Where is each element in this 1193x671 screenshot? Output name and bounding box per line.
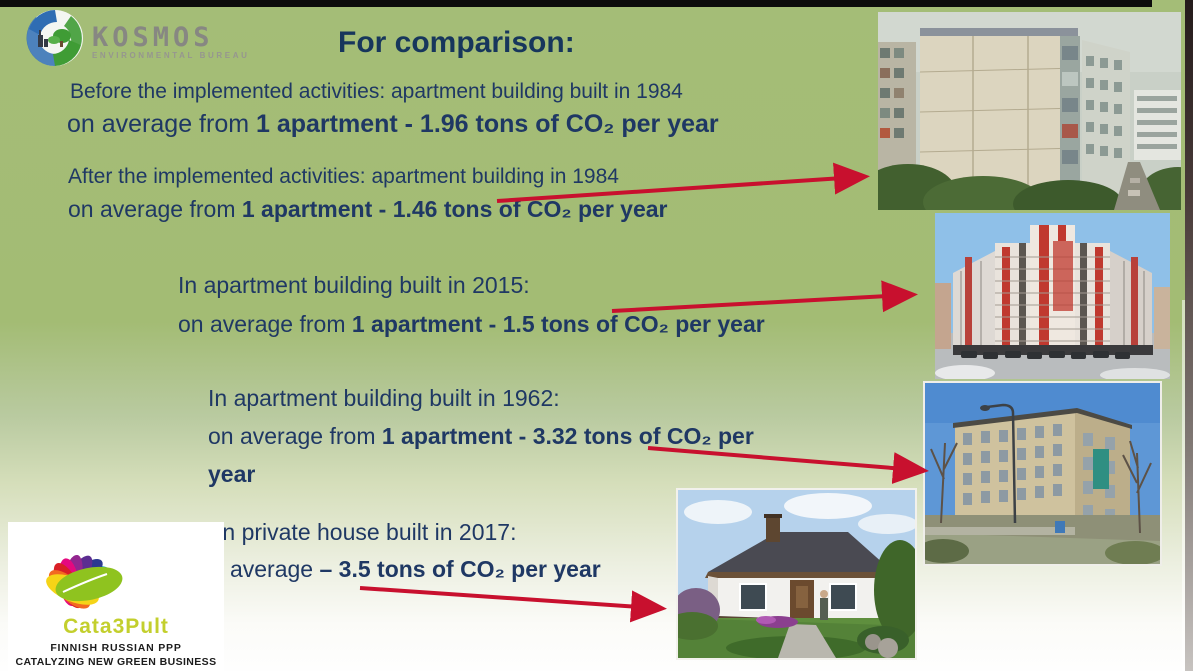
cata3pult-logo-name: Cata3Pult (63, 615, 169, 638)
kosmos-logo: KOSMOS ENVIRONMENTAL BUREAU (26, 9, 249, 72)
building-2015-prefix: on average from (178, 311, 352, 337)
building-1962-description: In apartment building built in 1962: (208, 385, 560, 411)
photo-building-1962 (925, 383, 1160, 564)
building-2015-value-line: on average from 1 apartment - 1.5 tons o… (178, 311, 765, 338)
after-1984-description: After the implemented activities: apartm… (68, 165, 619, 188)
arrow-to-private-house-photo (359, 586, 667, 623)
kosmos-logo-icon (26, 9, 84, 72)
cata3pult-logo-line2: CATALYZING NEW GREEN BUSINESS (15, 656, 217, 668)
building-1962-prefix: on average from (208, 423, 382, 449)
photo-building-1984 (878, 12, 1181, 210)
building-2015-description: In apartment building built in 2015: (178, 272, 530, 298)
private-house-value-line: on average – 3.5 tons of CO₂ per year (198, 556, 601, 583)
after-1984-value-line: on average from 1 apartment - 1.46 tons … (68, 196, 668, 223)
after-1984-co2-value: 1 apartment - 1.46 tons of CO₂ per year (241, 196, 668, 222)
text-block-2015: In apartment building built in 2015: on … (178, 272, 765, 338)
building-2015-co2-value: 1 apartment - 1.5 tons of CO₂ per year (351, 311, 765, 337)
cata3pult-logo-icon (41, 522, 191, 619)
private-house-co2-value: – 3.5 tons of CO₂ per year (319, 556, 601, 582)
top-black-bar (0, 0, 1152, 7)
cata3pult-logo-line1: FINNISH RUSSIAN PPP (50, 642, 182, 654)
building-1962-co2-value: 1 apartment - 3.32 tons of CO₂ per (381, 423, 754, 449)
text-block-1962: In apartment building built in 1962: on … (208, 385, 754, 488)
private-house-description: In private house built in 2017: (216, 519, 517, 545)
text-block-private-house-2017: In private house built in 2017: on avera… (198, 519, 601, 583)
photo-private-house-2017 (678, 490, 915, 658)
before-1984-description: Before the implemented activities: apart… (70, 80, 683, 103)
text-block-before-1984: Before the implemented activities: apart… (67, 80, 719, 139)
before-1984-co2-value: 1 apartment - 1.96 tons of CO₂ per year (256, 110, 719, 138)
photo-building-2015 (935, 213, 1170, 379)
before-1984-value-line: on average from 1 apartment - 1.96 tons … (67, 110, 719, 139)
page-title: For comparison: (338, 26, 575, 59)
cata3pult-logo: Cata3Pult FINNISH RUSSIAN PPP CATALYZING… (8, 522, 224, 671)
kosmos-logo-name: KOSMOS (92, 21, 214, 53)
text-block-after-1984: After the implemented activities: apartm… (68, 165, 668, 223)
kosmos-logo-text: KOSMOS ENVIRONMENTAL BUREAU (92, 22, 249, 60)
building-1962-value-line: on average from 1 apartment - 3.32 tons … (208, 423, 754, 450)
right-edge-strip (1185, 0, 1193, 671)
before-1984-prefix: on average from (67, 110, 256, 138)
kosmos-logo-subtitle: ENVIRONMENTAL BUREAU (92, 50, 250, 60)
right-edge-highlight (1182, 300, 1185, 671)
building-1962-value-wrap: year (208, 461, 256, 487)
after-1984-prefix: on average from (68, 196, 242, 222)
